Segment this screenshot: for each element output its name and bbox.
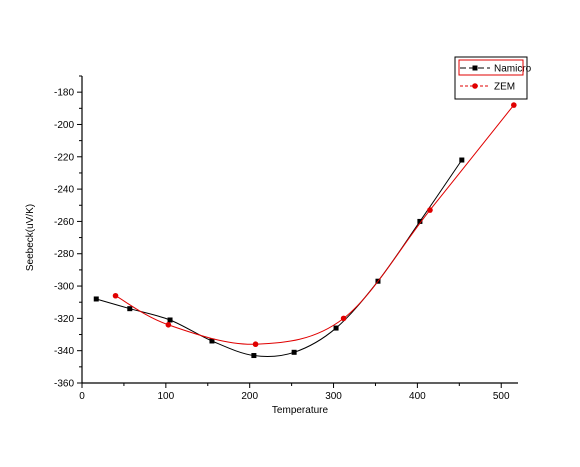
- legend-marker: [472, 65, 478, 71]
- data-point: [167, 317, 173, 323]
- data-point: [417, 218, 423, 224]
- data-point: [459, 157, 465, 163]
- series-line: [96, 159, 463, 358]
- x-tick-label: 100: [158, 391, 175, 402]
- legend: Namicro ZEM: [454, 56, 532, 100]
- data-point: [165, 322, 172, 328]
- data-point: [252, 341, 259, 348]
- x-tick-label: 500: [493, 391, 510, 402]
- data-point: [427, 207, 433, 213]
- data-point: [251, 353, 257, 359]
- legend-label: ZEM: [494, 82, 515, 93]
- y-tick-label: -340: [54, 346, 74, 357]
- series-zem: [112, 102, 517, 348]
- legend-item-namicro: Namicro: [460, 64, 532, 75]
- y-tick-label: -220: [54, 152, 74, 163]
- legend-label: Namicro: [494, 64, 532, 75]
- x-tick-label: 0: [79, 391, 85, 402]
- data-point: [93, 296, 99, 302]
- data-point: [127, 306, 133, 312]
- x-axis-title: Temperature: [272, 405, 329, 416]
- series-namicro: [93, 157, 465, 359]
- y-tick-label: -180: [54, 88, 74, 99]
- y-tick-label: -260: [54, 217, 74, 228]
- series-layer: [93, 102, 517, 359]
- x-tick-label: 200: [241, 391, 258, 402]
- legend-marker: [472, 83, 478, 89]
- data-point: [209, 338, 215, 344]
- x-tick-label: 400: [409, 391, 426, 402]
- data-point: [511, 102, 517, 108]
- y-tick-label: -320: [54, 314, 74, 325]
- x-tick-label: 300: [325, 391, 342, 402]
- y-tick-label: -280: [54, 249, 74, 260]
- y-tick-label: -200: [54, 120, 74, 131]
- y-tick-label: -240: [54, 185, 74, 196]
- y-tick-label: -360: [54, 379, 74, 390]
- legend-box: [454, 56, 528, 100]
- data-point: [333, 325, 339, 331]
- data-point: [291, 349, 297, 355]
- y-tick-label: -300: [54, 282, 74, 293]
- axes: 0 100 200 300 400 500 -180 -200 -220 -240 -260 -280…: [54, 75, 518, 402]
- series-line: [115, 104, 515, 345]
- y-axis-title: Seebeck(uV/K): [25, 204, 36, 271]
- legend-highlight: [458, 59, 524, 76]
- data-point: [112, 292, 119, 299]
- legend-item-zem: ZEM: [460, 82, 515, 93]
- data-point: [340, 315, 347, 322]
